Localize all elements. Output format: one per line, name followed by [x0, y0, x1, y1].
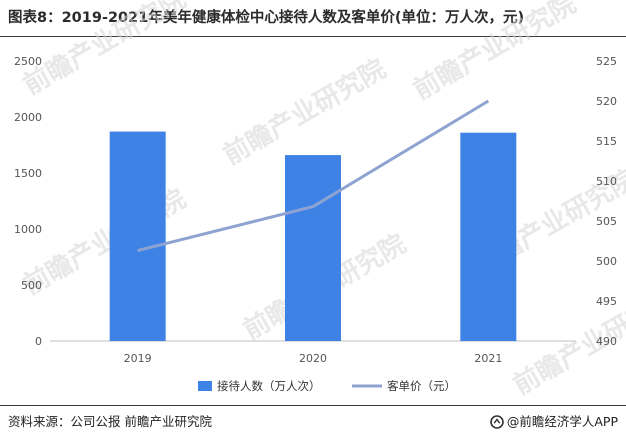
chart-title: 图表8：2019-2021年美年健康体检中心接待人数及客单价(单位：万人次，元)	[8, 10, 525, 26]
legend: 接待人数（万人次） 客单价（元）	[198, 379, 456, 393]
legend-line-label: 客单价（元）	[387, 379, 456, 393]
x-axis: 2019 2020 2021	[124, 352, 503, 365]
x-tick-label: 2019	[124, 352, 152, 365]
right-tick-label: 505	[596, 215, 617, 228]
left-tick-label: 0	[35, 335, 42, 348]
left-tick-label: 1000	[14, 223, 42, 236]
watermark-text: 前瞻产业研究院	[218, 53, 391, 171]
brand-logo-icon	[490, 415, 504, 429]
right-tick-label: 500	[596, 255, 617, 268]
left-tick-label: 500	[21, 279, 42, 292]
right-tick-label: 515	[596, 135, 617, 148]
legend-bar-label: 接待人数（万人次）	[217, 379, 321, 393]
bottom-rule	[0, 405, 626, 406]
right-tick-label: 520	[596, 95, 617, 108]
source-note: 资料来源：公司公报 前瞻产业研究院	[8, 414, 212, 429]
watermark-text: 前瞻产业研究院	[408, 0, 581, 106]
right-axis: 490 495 500 505 510 515 520 525	[596, 55, 617, 348]
bars	[109, 131, 517, 341]
x-tick-label: 2020	[299, 352, 327, 365]
line-path	[137, 99, 490, 253]
right-tick-label: 510	[596, 175, 617, 188]
top-rule	[0, 36, 626, 37]
x-tick-label: 2021	[474, 352, 502, 365]
right-tick-label: 490	[596, 335, 617, 348]
right-tick-label: 495	[596, 295, 617, 308]
watermark-text: 前瞻产业研究院	[18, 0, 191, 101]
line-series	[137, 99, 490, 253]
brand-text: @前瞻经济学人APP	[506, 414, 618, 429]
legend-bar-swatch	[198, 381, 212, 391]
right-tick-label: 525	[596, 55, 617, 68]
left-axis: 0 500 1000 1500 2000 2500	[14, 55, 42, 348]
bar	[109, 131, 166, 341]
bar	[285, 155, 341, 341]
left-tick-label: 1500	[14, 167, 42, 180]
bar	[460, 132, 517, 341]
left-tick-label: 2000	[14, 111, 42, 124]
brand-credit: @前瞻经济学人APP	[490, 410, 618, 434]
left-tick-label: 2500	[14, 55, 42, 68]
